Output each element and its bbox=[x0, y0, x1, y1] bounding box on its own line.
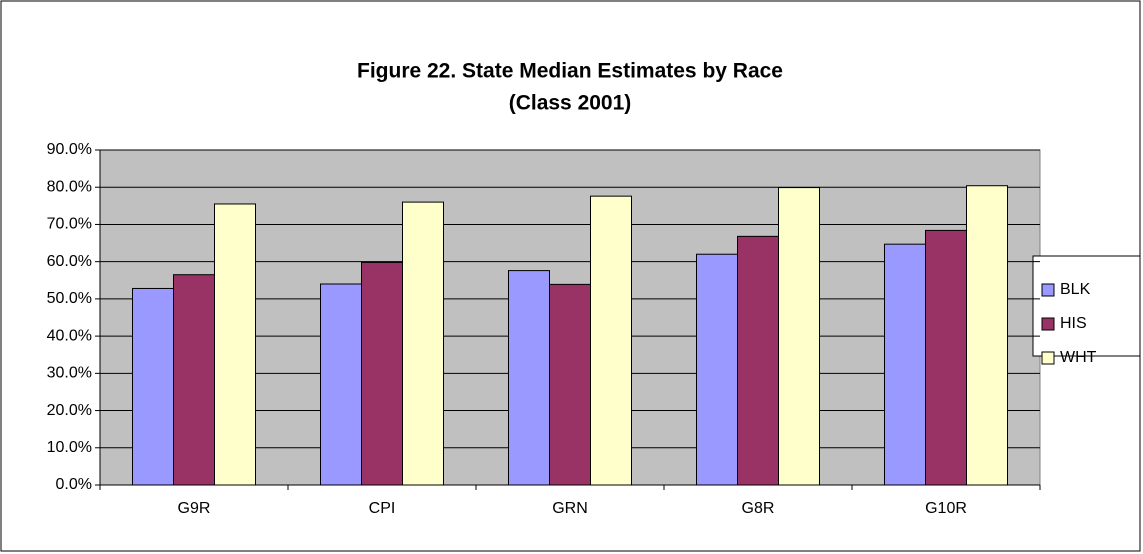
y-tick-label: 60.0% bbox=[47, 253, 92, 270]
bar bbox=[696, 253, 738, 486]
bar bbox=[966, 185, 1008, 486]
x-tick-label: CPI bbox=[369, 500, 396, 517]
legend-label: BLK bbox=[1060, 281, 1091, 298]
bar bbox=[214, 203, 256, 486]
chart-subtitle: (Class 2001) bbox=[509, 92, 632, 115]
bar bbox=[925, 229, 967, 486]
bar bbox=[884, 243, 926, 486]
bar bbox=[549, 283, 591, 486]
legend-label: HIS bbox=[1060, 315, 1087, 332]
legend-swatch bbox=[1041, 351, 1055, 365]
bar bbox=[402, 201, 444, 486]
y-tick-label: 10.0% bbox=[47, 439, 92, 456]
chart-title: Figure 22. State Median Estimates by Rac… bbox=[357, 60, 783, 83]
x-tick-label: G10R bbox=[925, 500, 967, 517]
legend-swatch bbox=[1041, 283, 1055, 297]
x-tick-label: GRN bbox=[552, 500, 588, 517]
bar bbox=[508, 270, 550, 486]
x-tick-label: G9R bbox=[178, 500, 211, 517]
legend-label: WHT bbox=[1060, 349, 1097, 366]
bar bbox=[778, 187, 820, 486]
y-tick-label: 20.0% bbox=[47, 402, 92, 419]
bar bbox=[320, 283, 362, 486]
y-tick-label: 90.0% bbox=[47, 141, 92, 158]
bar bbox=[173, 274, 215, 486]
x-tick-label: G8R bbox=[742, 500, 775, 517]
bar bbox=[132, 287, 174, 486]
bar bbox=[737, 235, 779, 486]
bar bbox=[361, 261, 403, 486]
legend-swatch bbox=[1041, 317, 1055, 331]
y-tick-label: 40.0% bbox=[47, 327, 92, 344]
y-tick-label: 70.0% bbox=[47, 216, 92, 233]
y-tick-label: 0.0% bbox=[56, 476, 92, 493]
y-tick-label: 50.0% bbox=[47, 290, 92, 307]
y-tick-label: 30.0% bbox=[47, 365, 92, 382]
y-tick-label: 80.0% bbox=[47, 178, 92, 195]
legend bbox=[1032, 255, 1141, 357]
bar bbox=[590, 195, 632, 486]
